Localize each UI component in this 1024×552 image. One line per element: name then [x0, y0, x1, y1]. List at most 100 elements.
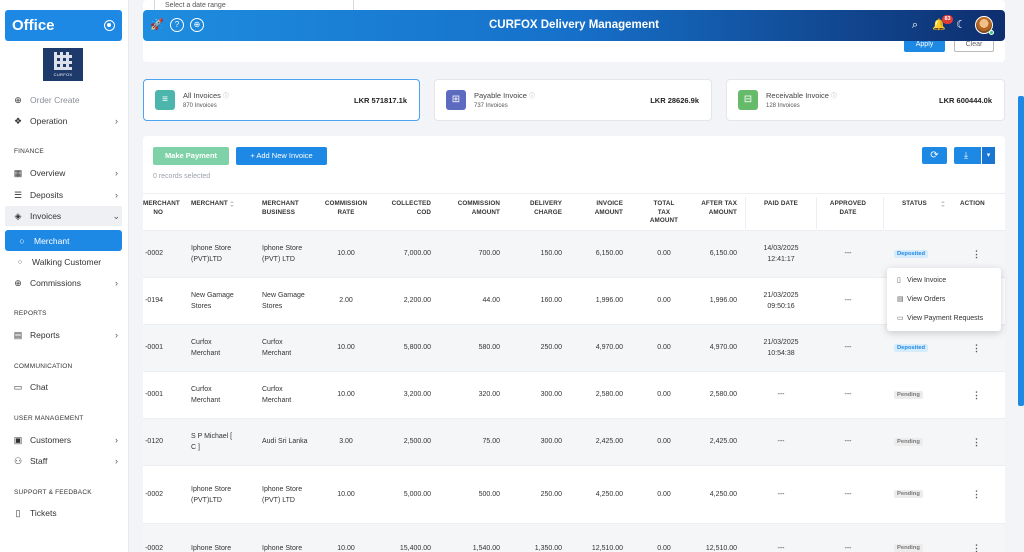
- cell-rate: 10.00: [337, 250, 355, 257]
- more-vertical-icon[interactable]: ⋮: [972, 343, 981, 353]
- table-row[interactable]: -0002 Iphone Store (PVT)LTD Iphone Store (…: [143, 231, 1005, 278]
- chevron-down-icon[interactable]: ▾: [981, 147, 995, 164]
- th-invoice[interactable]: INVOICE AMOUNT: [594, 200, 623, 216]
- th-status[interactable]: STATUS: [902, 200, 945, 209]
- apply-button[interactable]: Apply: [904, 38, 945, 52]
- more-vertical-icon[interactable]: ⋮: [972, 390, 981, 400]
- card-count: 870 Invoices: [183, 103, 217, 109]
- chevron-right-icon: ›: [115, 190, 118, 200]
- sidebar-item-deposits[interactable]: ☰ Deposits ›: [12, 185, 120, 205]
- th-rate[interactable]: COMMISSION RATE: [324, 200, 368, 216]
- status-badge: Pending: [894, 391, 923, 399]
- sidebar-item-commissions[interactable]: ⊕ Commissions ›: [12, 273, 120, 293]
- table-row[interactable]: -0120 S P Michael [ C ] Audi Sri Lanka 3.00…: [143, 419, 1005, 466]
- rocket-icon[interactable]: 🚀: [150, 19, 164, 31]
- cell-invoice: 1,996.00: [595, 297, 623, 304]
- card-title-wrap: Receivable Invoice ⓘ: [766, 91, 837, 100]
- card-receivable-invoice[interactable]: ⊟ Receivable Invoice ⓘ 128 Invoices LKR …: [726, 79, 1005, 121]
- table-row[interactable]: -0001 Curfox Merchant Curfox Merchant 10.00…: [143, 325, 1005, 372]
- card-title: Payable Invoice: [474, 91, 527, 100]
- sidebar-item-chat[interactable]: ▭ Chat: [12, 377, 120, 397]
- cell-after-tax: 4,970.00: [709, 344, 737, 351]
- moon-icon[interactable]: ☾: [956, 19, 966, 31]
- th-approved[interactable]: APPROVED DATE: [829, 200, 867, 216]
- card-amount: LKR 28626.9k: [650, 96, 699, 105]
- sidebar-item-walking-customer[interactable]: ○ Walking Customer: [16, 252, 124, 272]
- th-after-tax[interactable]: AFTER TAX AMOUNT: [701, 200, 737, 216]
- view-payment-requests-item[interactable]: ▭ View Payment Requests: [897, 315, 983, 322]
- table-row[interactable]: -0002 Iphone Store (PVT)LTD Iphone Store (…: [143, 466, 1005, 524]
- th-paid[interactable]: PAID DATE: [764, 200, 798, 207]
- card-amount: LKR 600444.0k: [939, 96, 992, 105]
- sidebar-item-customers[interactable]: ▣ Customers ›: [12, 430, 120, 450]
- sidebar-item-label: Commissions: [30, 278, 82, 288]
- card-title-wrap: Payable Invoice ⓘ: [474, 91, 535, 100]
- sidebar-item-invoices[interactable]: ◈ Invoices ⌄: [5, 206, 122, 226]
- help-icon[interactable]: ?: [170, 18, 184, 32]
- cell-business: Iphone Store (PVT) LTD: [262, 486, 303, 504]
- th-business[interactable]: MERCHANT BUSINESS: [262, 200, 302, 217]
- table-row[interactable]: -0001 Curfox Merchant Curfox Merchant 10.00…: [143, 372, 1005, 419]
- card-count: 737 Invoices: [474, 103, 508, 109]
- sidebar-item-label: Overview: [30, 168, 66, 178]
- th-merchant-no[interactable]: MERCHANT NO: [143, 200, 180, 216]
- cell-business: Iphone Store (PVT) LTD: [262, 245, 303, 263]
- card-amount: LKR 571817.1k: [354, 96, 407, 105]
- refresh-button[interactable]: ⟳: [922, 147, 947, 164]
- sidebar-item-order-create[interactable]: ⊕ Order Create: [12, 90, 120, 110]
- table-header: MERCHANT NO MERCHANT MERCHANT BUSINESS C…: [143, 193, 1005, 231]
- sidebar-item-overview[interactable]: ▦ Overview ›: [12, 163, 120, 183]
- download-icon: ⤓: [964, 150, 968, 160]
- sidebar-item-label: Order Create: [30, 95, 80, 105]
- info-icon: ⓘ: [831, 94, 838, 100]
- cell-no: -0194: [145, 297, 163, 304]
- table-row[interactable]: -0194 New Gamage Stores New Gamage Stores 2…: [143, 278, 1005, 325]
- avatar[interactable]: [975, 16, 993, 34]
- sidebar-item-staff[interactable]: ⚇ Staff ›: [12, 451, 120, 471]
- cell-merchant: Curfox Merchant: [191, 386, 221, 404]
- more-vertical-icon[interactable]: ⋮: [972, 543, 981, 552]
- download-button[interactable]: ⤓ ▾: [954, 147, 995, 164]
- cell-business: Curfox Merchant: [262, 339, 292, 357]
- records-selected: 0 records selected: [153, 173, 211, 180]
- make-payment-button[interactable]: Make Payment: [153, 147, 229, 165]
- cell-commission: 1,540.00: [472, 545, 500, 552]
- view-orders-item[interactable]: ▤ View Orders: [897, 296, 945, 303]
- sidebar-item-operation[interactable]: ❖ Operation ›: [12, 111, 120, 131]
- cube-icon: ❖: [13, 115, 23, 126]
- section-communication: COMMUNICATION: [14, 363, 73, 370]
- sort-icon: [940, 200, 945, 208]
- th-cod[interactable]: COLLECTED COD: [391, 200, 431, 216]
- th-merchant[interactable]: MERCHANT: [191, 200, 234, 209]
- sidebar-toggle-icon[interactable]: [104, 20, 115, 31]
- globe-icon[interactable]: ⊕: [190, 18, 204, 32]
- more-vertical-icon[interactable]: ⋮: [972, 437, 981, 447]
- chevron-right-icon: ›: [115, 116, 118, 126]
- cell-commission: 320.00: [478, 391, 500, 398]
- more-vertical-icon[interactable]: ⋮: [972, 249, 981, 259]
- th-delivery[interactable]: DELIVERY CHARGE: [529, 200, 562, 216]
- sidebar-item-merchant[interactable]: ○ Merchant: [5, 230, 122, 251]
- view-invoice-item[interactable]: ▯ View Invoice: [897, 277, 946, 284]
- card-payable-invoice[interactable]: ⊞ Payable Invoice ⓘ 737 Invoices LKR 286…: [434, 79, 712, 121]
- search-icon[interactable]: ⌕: [911, 19, 919, 31]
- add-invoice-button[interactable]: + Add New Invoice: [236, 147, 327, 165]
- section-reports: REPORTS: [14, 310, 47, 317]
- brand-bar[interactable]: Office: [5, 10, 122, 41]
- th-tax[interactable]: TOTAL TAX AMOUNT: [649, 200, 679, 224]
- th-commission[interactable]: COMMISSION AMOUNT: [457, 200, 500, 216]
- card-all-invoices[interactable]: ≡ All Invoices ⓘ 870 Invoices LKR 571817…: [143, 79, 420, 121]
- more-vertical-icon[interactable]: ⋮: [972, 489, 981, 499]
- cell-invoice: 2,580.00: [595, 391, 623, 398]
- scrollbar[interactable]: [1018, 96, 1024, 406]
- table-row[interactable]: -0002 Iphone Store Iphone Store 10.00 15,400…: [143, 524, 1005, 552]
- cell-after-tax: 4,250.00: [709, 491, 737, 498]
- sidebar-item-reports[interactable]: ▤ Reports ›: [12, 325, 120, 345]
- sidebar-item-tickets[interactable]: ▯ Tickets: [12, 503, 120, 523]
- cell-business: New Gamage Stores: [262, 292, 305, 310]
- cell-invoice: 4,970.00: [595, 344, 623, 351]
- cell-approved: ---: [844, 344, 852, 351]
- cell-cod: 15,400.00: [399, 545, 431, 552]
- cell-invoice: 4,250.00: [595, 491, 623, 498]
- database-icon: ☰: [13, 189, 23, 200]
